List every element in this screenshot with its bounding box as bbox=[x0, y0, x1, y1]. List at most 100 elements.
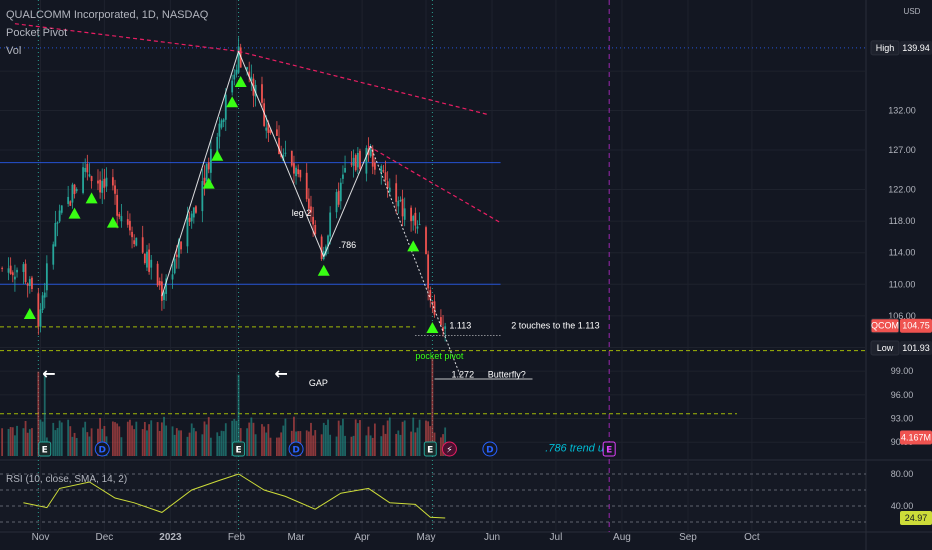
dividend-1[interactable] bbox=[94, 441, 110, 457]
candle-body bbox=[82, 167, 84, 193]
harmonic-leg[interactable] bbox=[161, 51, 240, 297]
volume-bar bbox=[37, 371, 40, 456]
candle-body bbox=[337, 190, 340, 205]
volume-bar bbox=[246, 428, 248, 456]
volume-bar bbox=[369, 435, 372, 456]
candle-body bbox=[388, 187, 391, 192]
volume-bar bbox=[401, 421, 404, 456]
volume-bar bbox=[429, 426, 432, 456]
rsi-line[interactable] bbox=[23, 473, 446, 519]
dividend-3-letter: D bbox=[486, 446, 493, 456]
candle-body bbox=[28, 279, 31, 287]
candle-body bbox=[365, 147, 368, 174]
price-value-box-high bbox=[900, 40, 932, 55]
harmonic-leg[interactable] bbox=[370, 145, 461, 376]
candle-body bbox=[276, 129, 278, 136]
candle-body bbox=[320, 236, 323, 259]
candle-body bbox=[403, 208, 406, 220]
volume-bar bbox=[425, 420, 427, 456]
trend-mid[interactable] bbox=[238, 50, 488, 116]
volume-bar bbox=[427, 421, 430, 456]
candle-body bbox=[160, 281, 163, 301]
trend-upper[interactable] bbox=[14, 23, 239, 52]
candle-body bbox=[442, 327, 444, 332]
dividend-3[interactable] bbox=[482, 441, 498, 457]
volume-bar bbox=[84, 421, 87, 456]
volume-bar bbox=[163, 416, 165, 456]
volume-bar bbox=[180, 430, 182, 456]
volume-bar bbox=[114, 422, 116, 456]
volume-bar bbox=[11, 427, 14, 456]
rsi-tick-label: 40.00 bbox=[891, 501, 914, 511]
indicator-volume-label[interactable]: Vol bbox=[6, 45, 22, 57]
candle-body bbox=[120, 216, 123, 222]
candle-body bbox=[175, 254, 178, 257]
volume-bar bbox=[14, 435, 16, 456]
candle-body bbox=[359, 150, 361, 169]
volume-bar bbox=[178, 430, 180, 456]
candle-body bbox=[173, 258, 176, 274]
volume-bar bbox=[22, 428, 25, 456]
volume-bar bbox=[367, 426, 370, 456]
volume-bar bbox=[126, 421, 129, 456]
dividend-2-letter: D bbox=[292, 446, 299, 456]
indicator-pocket-pivot-label[interactable]: Pocket Pivot bbox=[6, 27, 68, 39]
candle-body bbox=[261, 84, 263, 103]
candle-body bbox=[69, 201, 72, 206]
time-axis-label: Sep bbox=[679, 532, 697, 543]
candle-body bbox=[111, 177, 114, 186]
split-1[interactable] bbox=[441, 441, 457, 457]
candle-body bbox=[163, 292, 165, 300]
pocket-pivot-marker bbox=[426, 321, 439, 333]
earnings-1[interactable] bbox=[38, 441, 52, 457]
candle-body bbox=[352, 157, 355, 166]
price-tick-label: 99.00 bbox=[891, 366, 914, 376]
candle-body bbox=[293, 163, 295, 174]
candle-body bbox=[43, 292, 46, 298]
earnings-2[interactable] bbox=[232, 441, 246, 457]
volume-bar bbox=[43, 372, 46, 456]
volume-bar bbox=[339, 425, 342, 456]
rsi-legend[interactable]: RSI (10, close, SMA, 14, 2) bbox=[6, 474, 128, 485]
candle-body bbox=[101, 180, 104, 193]
candle-body bbox=[297, 169, 300, 175]
volume-bar bbox=[252, 422, 255, 456]
candle-body bbox=[354, 155, 357, 171]
volume-bar bbox=[129, 419, 131, 456]
candle-body bbox=[299, 169, 302, 178]
volume-bar bbox=[111, 421, 114, 456]
volume-bar bbox=[150, 420, 153, 456]
pocket-pivot-marker bbox=[211, 149, 224, 161]
volume-bar bbox=[97, 428, 99, 456]
leg-2: leg 2 bbox=[292, 208, 312, 218]
volume-bar bbox=[320, 434, 323, 456]
ratio-1272: 1.272 bbox=[452, 369, 475, 379]
pocket-pivot-marker bbox=[317, 264, 330, 276]
earnings-4[interactable] bbox=[602, 441, 616, 457]
candle-body bbox=[103, 178, 106, 188]
trend-lower[interactable] bbox=[368, 145, 501, 224]
price-value-box-volume bbox=[900, 430, 932, 445]
volume-bar bbox=[26, 432, 29, 456]
arrow-left-1: ← bbox=[42, 364, 55, 383]
candle-body bbox=[416, 226, 419, 229]
earnings-3[interactable] bbox=[423, 441, 437, 457]
volume-bar bbox=[131, 425, 133, 456]
price-tick-label: 114.00 bbox=[889, 248, 916, 258]
harmonic-leg[interactable] bbox=[238, 51, 325, 257]
candle-body bbox=[305, 172, 308, 200]
time-axis-label: 2023 bbox=[159, 532, 182, 543]
time-axis-label: Mar bbox=[287, 532, 305, 543]
volume-bar bbox=[9, 427, 12, 456]
candle-body bbox=[54, 223, 57, 247]
volume-bar bbox=[371, 437, 374, 456]
candle-body bbox=[295, 167, 297, 177]
candle-body bbox=[399, 200, 402, 202]
candle-body bbox=[156, 263, 159, 286]
volume-bar bbox=[359, 420, 361, 456]
dividend-2[interactable] bbox=[288, 441, 304, 457]
volume-bar bbox=[269, 437, 272, 456]
harmonic-leg[interactable] bbox=[323, 145, 372, 257]
volume-bar bbox=[276, 437, 278, 456]
